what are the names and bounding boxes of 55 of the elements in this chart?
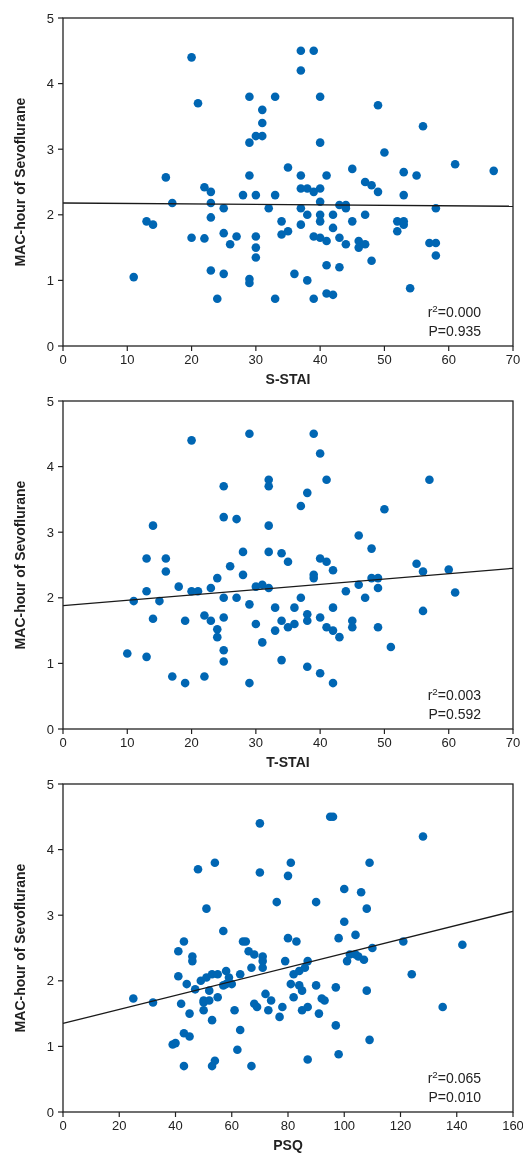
x-axis-title: PSQ — [273, 1137, 303, 1153]
x-tick-label: 20 — [184, 735, 199, 750]
x-axis-title: S-STAI — [265, 371, 311, 387]
annotation: P=0.935 — [428, 323, 482, 339]
x-tick-label: 30 — [248, 735, 264, 750]
y-tick-label: 4 — [46, 842, 54, 858]
x-tick-label: 60 — [441, 352, 456, 367]
x-tick-label: 100 — [333, 1118, 356, 1133]
x-tick-label: 120 — [389, 1118, 412, 1133]
x-tick-label: 0 — [59, 352, 67, 367]
x-tick-label: 70 — [505, 735, 521, 750]
x-tick-label: 10 — [120, 352, 135, 367]
x-axis-title: T-STAI — [266, 754, 310, 770]
y-tick-label: 2 — [46, 590, 54, 606]
y-tick-label: 0 — [46, 1104, 54, 1120]
x-tick-label: 60 — [441, 735, 456, 750]
y-tick-label: 3 — [46, 524, 54, 540]
x-tick-label: 30 — [248, 352, 264, 367]
y-tick-label: 1 — [46, 272, 54, 288]
y-tick-label: 5 — [46, 10, 54, 26]
annotation: r$^{2}$=0.000 — [427, 302, 482, 320]
x-tick-label: 160 — [502, 1118, 524, 1133]
y-axis-title: MAC-hour of Sevoflurane — [12, 480, 28, 650]
y-tick-label: 1 — [46, 1038, 54, 1054]
x-tick-label: 0 — [59, 735, 67, 750]
y-tick-label: 3 — [46, 907, 54, 923]
x-tick-label: 50 — [377, 352, 392, 367]
x-tick-label: 50 — [377, 735, 392, 750]
y-axis-title: MAC-hour of Sevoflurane — [12, 863, 28, 1033]
y-tick-label: 4 — [46, 76, 54, 92]
x-tick-label: 70 — [505, 352, 521, 367]
annotation: r$^{2}$=0.065 — [427, 1068, 482, 1086]
y-tick-label: 2 — [46, 973, 54, 989]
y-tick-label: 5 — [46, 776, 54, 792]
x-tick-label: 40 — [312, 735, 328, 750]
x-tick-label: 0 — [59, 1118, 67, 1133]
x-tick-label: 60 — [224, 1118, 239, 1133]
y-tick-label: 5 — [46, 393, 54, 409]
x-tick-label: 20 — [184, 352, 199, 367]
y-tick-label: 3 — [46, 141, 54, 157]
annotation: P=0.592 — [428, 706, 482, 722]
y-tick-label: 2 — [46, 207, 54, 223]
y-tick-label: 1 — [46, 655, 54, 671]
annotation: r$^{2}$=0.003 — [427, 685, 482, 703]
y-tick-label: 0 — [46, 338, 54, 354]
y-axis-title: MAC-hour of Sevoflurane — [12, 97, 28, 267]
x-tick-label: 20 — [112, 1118, 127, 1133]
x-tick-label: 80 — [280, 1118, 296, 1133]
x-tick-label: 40 — [312, 352, 328, 367]
x-tick-label: 140 — [445, 1118, 468, 1133]
y-tick-label: 0 — [46, 721, 54, 737]
x-tick-label: 10 — [120, 735, 135, 750]
annotation: P=0.010 — [428, 1089, 482, 1105]
x-tick-label: 40 — [168, 1118, 183, 1133]
y-tick-label: 4 — [46, 459, 54, 475]
